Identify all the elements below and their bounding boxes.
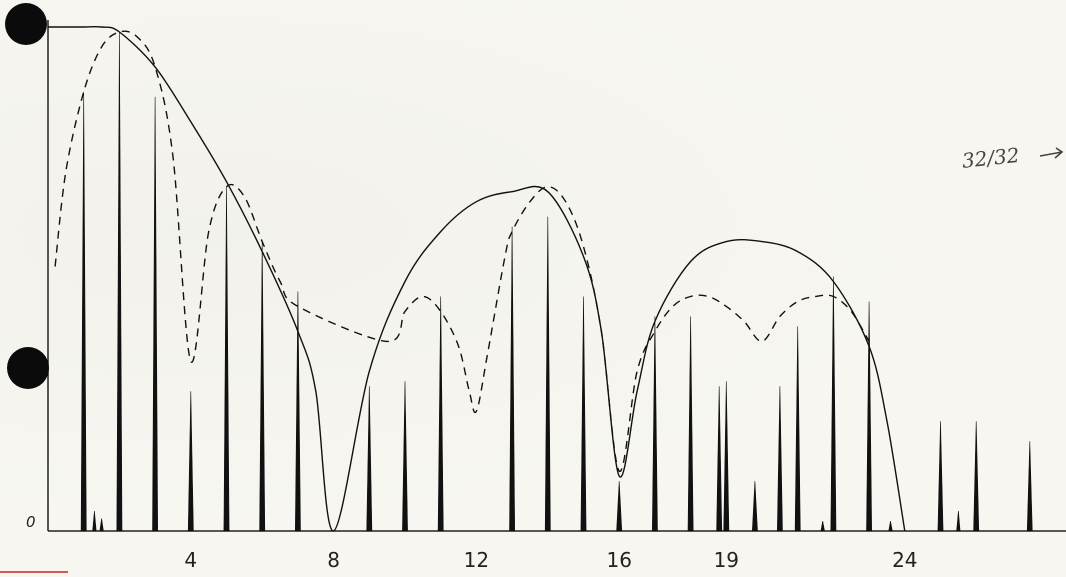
x-tick-label: 12: [464, 548, 489, 572]
dashed-envelope-curve: [54, 30, 870, 472]
intensity-peak: [751, 481, 758, 532]
x-tick-label: 8: [327, 548, 340, 572]
y-origin-label: 0: [26, 513, 36, 531]
intensity-peak: [866, 301, 873, 532]
intensity-peak: [651, 316, 658, 532]
intensity-peak: [723, 381, 730, 532]
x-tick-label: 4: [184, 548, 197, 572]
intensity-peak: [509, 226, 516, 532]
minor-peak: [888, 520, 893, 532]
intensity-peak: [1026, 441, 1033, 532]
x-tick-label: 19: [714, 548, 739, 572]
intensity-peak: [776, 386, 783, 532]
x-tick-label: 24: [892, 548, 917, 572]
envelope-curves: [47, 25, 906, 532]
intensity-peak: [794, 326, 801, 532]
minor-peak: [99, 518, 104, 532]
plot-axes: [47, 20, 1066, 532]
intensity-peak: [830, 276, 837, 532]
minor-peak: [92, 510, 97, 532]
annotation-text: 32/32: [961, 143, 1021, 173]
intensity-peak: [366, 386, 373, 532]
intensity-peak: [544, 216, 551, 532]
intensity-peak: [937, 421, 944, 532]
annotation-arrow: [1039, 147, 1064, 159]
intensity-peak: [973, 421, 980, 532]
solid-envelope-curve: [47, 25, 906, 532]
intensity-peak: [402, 381, 408, 532]
intensity-peak: [716, 386, 723, 532]
binder-hole-top: [5, 3, 47, 45]
intensity-peak: [116, 31, 123, 532]
x-tick-labels: 4 8 12 16 19 24: [184, 548, 917, 572]
intensity-peak: [437, 296, 444, 532]
intensity-spikes: [80, 31, 1033, 532]
minor-peak: [956, 510, 961, 532]
intensity-peak: [152, 96, 159, 532]
intensity-peak: [616, 481, 623, 532]
intensity-peak: [294, 291, 301, 532]
x-tick-label: 16: [606, 548, 631, 572]
intensity-peak: [687, 316, 694, 532]
intensity-peak: [223, 186, 230, 532]
binder-hole-middle: [7, 347, 49, 389]
minor-peak: [820, 520, 825, 532]
intensity-peak: [80, 91, 87, 532]
intensity-peak: [259, 241, 266, 532]
annotation-note: 32/32: [961, 143, 1064, 173]
intensity-peak: [580, 296, 587, 532]
intensity-peak: [187, 391, 194, 532]
